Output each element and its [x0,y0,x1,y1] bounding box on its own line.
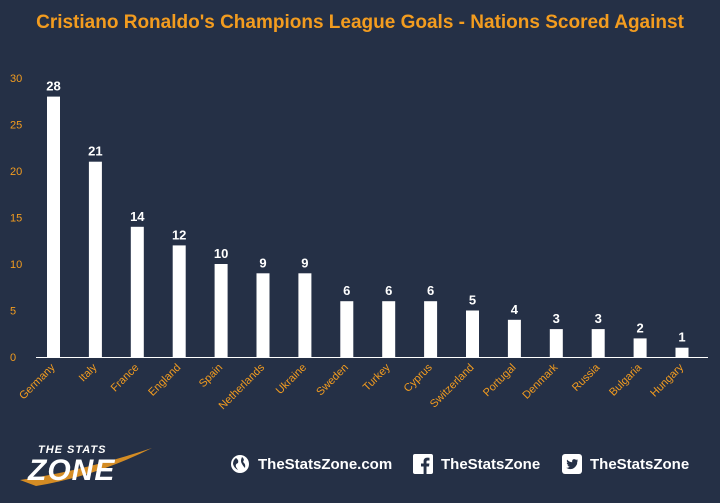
website-label: TheStatsZone.com [258,455,393,473]
twitter-link[interactable]: TheStatsZone [562,454,689,474]
x-tick-label: Bulgaria [607,361,645,399]
value-label: 10 [214,246,228,261]
x-tick-label: Denmark [520,361,560,401]
facebook-label: TheStatsZone [441,455,541,473]
value-label: 21 [88,144,102,159]
bar-bulgaria [633,338,647,357]
x-tick-label: Sweden [314,362,351,399]
bar-switzerland [466,310,479,357]
value-label: 3 [553,311,560,326]
stats-zone-logo: THE STATS ZONE [16,440,156,490]
x-tick-label: Cyprus [402,361,435,394]
bar-hungary [675,347,689,357]
bar-germany [47,96,60,357]
bar-cyprus [424,301,438,357]
y-tick-label: 10 [10,259,22,271]
footer: THE STATS ZONE TheStatsZone.com TheStats… [0,428,720,503]
value-label: 12 [172,227,186,242]
y-tick-label: 20 [10,166,22,178]
value-label: 28 [46,79,60,94]
x-tick-label: Russia [570,361,603,394]
value-label: 9 [301,255,308,270]
x-tick-label: France [109,362,142,395]
x-tick-label: Germany [17,361,58,402]
bar-ukraine [298,273,312,357]
x-tick-label: Hungary [648,361,686,399]
bars-group [47,96,689,357]
x-tick-label: Spain [197,362,225,390]
value-label: 6 [343,283,350,298]
value-label: 4 [511,302,519,317]
x-tick-label: England [146,362,183,399]
logo-text-bottom: ZONE [28,454,116,487]
x-tick-label: Netherlands [217,361,268,412]
y-tick-label: 25 [10,120,22,132]
x-tick-label: Switzerland [428,362,477,411]
logo-swoosh [20,448,152,486]
website-link[interactable]: TheStatsZone.com [230,454,392,474]
x-tick-label: Portugal [481,362,518,399]
bar-france [130,226,144,357]
chart-title: Cristiano Ronaldo's Champions League Goa… [36,12,684,33]
facebook-icon [413,454,433,474]
value-label: 6 [385,283,392,298]
bar-portugal [507,319,521,357]
y-tick-label: 15 [10,213,22,225]
value-label: 5 [469,293,476,308]
y-axis: 0 5 10 15 20 25 30 [10,73,22,364]
bar-russia [591,329,605,357]
bar-netherlands [256,273,270,357]
bar-turkey [382,301,396,357]
value-label: 6 [427,283,434,298]
globe-icon [231,455,249,473]
value-label: 14 [130,209,145,224]
twitter-label: TheStatsZone [590,455,690,473]
value-label: 2 [636,320,643,335]
logo-text-top: THE STATS [38,444,107,456]
y-tick-label: 30 [10,73,22,85]
x-tick-label: Turkey [361,361,393,393]
bar-spain [214,264,228,357]
bar-italy [88,161,102,357]
twitter-icon [562,454,582,474]
facebook-link[interactable]: TheStatsZone [413,454,540,474]
value-label: 9 [259,255,266,270]
x-tick-label: Ukraine [274,362,309,397]
value-label: 3 [595,311,602,326]
y-tick-label: 0 [10,352,16,364]
value-label: 1 [678,330,685,345]
x-tick-label: Italy [77,361,100,384]
bar-england [172,245,186,357]
bar-denmark [549,329,563,357]
x-axis: Germany Italy France England SpainNetherland… [17,361,686,412]
bar-sweden [340,301,354,357]
y-tick-label: 5 [10,306,16,318]
